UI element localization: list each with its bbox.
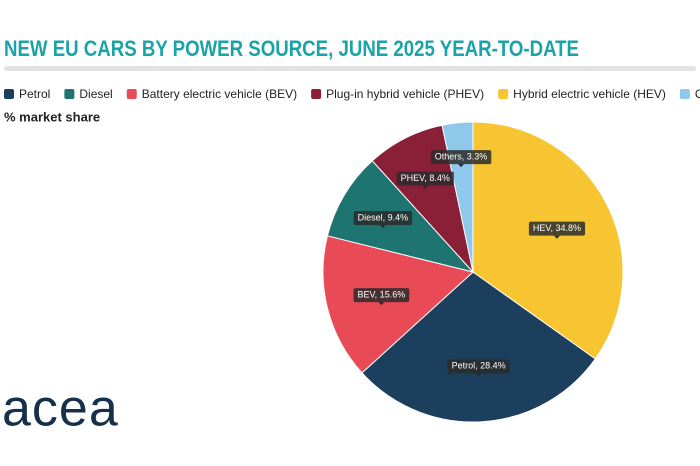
legend-label: Petrol [19,87,50,101]
legend-swatch [4,89,14,99]
legend-swatch [679,89,690,99]
legend-swatch [126,89,137,99]
pie-slice [472,121,624,360]
chart-subtitle: % market share [4,109,100,124]
label-pointer [378,302,385,306]
label-box [353,288,410,303]
legend-label: Diesel [79,87,112,101]
legend-label: Hybrid electric vehicle (HEV) [513,87,666,101]
data-label: Petrol, 28.4% [452,361,506,371]
legend-label: Plug-in hybrid vehicle (PHEV) [326,87,484,101]
pie-slice [361,271,596,423]
label-pointer [379,225,386,229]
pie-slice [322,235,475,374]
label-box [396,171,454,186]
data-label: Diesel, 9.4% [358,212,409,222]
chart-title: NEW EU CARS BY POWER SOURCE, JUNE 2025 Y… [4,36,579,61]
legend-swatch [311,89,322,99]
label-pointer [553,235,560,239]
label-box [430,150,492,165]
data-label: BEV, 15.6% [358,289,406,299]
label-pointer [458,164,465,168]
legend-label: Others [695,87,700,101]
data-label: HEV, 34.8% [533,223,581,233]
label-box [353,211,413,226]
legend-swatch [498,89,509,99]
label-box [528,221,586,236]
data-label: PHEV, 8.4% [401,173,450,183]
legend-label: Battery electric vehicle (BEV) [142,87,297,101]
legend-swatch [64,89,75,99]
title-rule [4,66,696,71]
label-box [447,359,510,374]
label-pointer [422,185,429,189]
label-pointer [475,373,482,377]
logo: acea [2,380,119,438]
data-label: Others, 3.3% [435,151,488,161]
